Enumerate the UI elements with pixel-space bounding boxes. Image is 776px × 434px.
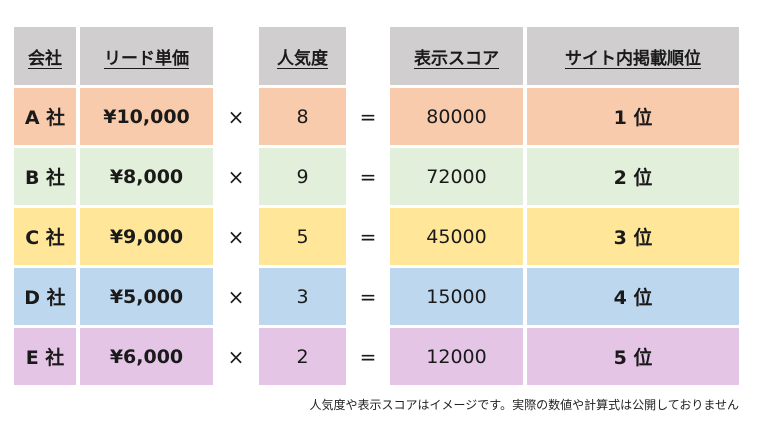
multiply-sign: ×	[227, 104, 245, 129]
header-popularity: 人気度	[259, 27, 346, 85]
rank-cell: 2 位	[527, 148, 739, 205]
lead-price-cell: ¥5,000	[80, 268, 213, 325]
equals-sign: =	[359, 344, 377, 369]
equals-sign: =	[359, 164, 377, 189]
company-cell: E 社	[14, 328, 76, 385]
popularity-cell: 9	[259, 148, 346, 205]
header-company: 会社	[14, 27, 76, 85]
popularity-cell: 5	[259, 208, 346, 265]
lead-price-cell: ¥10,000	[80, 88, 213, 145]
popularity-cell: 2	[259, 328, 346, 385]
rank-cell: 3 位	[527, 208, 739, 265]
display-score-cell: 72000	[390, 148, 523, 205]
rank-cell: 5 位	[527, 328, 739, 385]
multiply-sign: ×	[227, 164, 245, 189]
company-cell: B 社	[14, 148, 76, 205]
display-score-cell: 12000	[390, 328, 523, 385]
display-score-cell: 15000	[390, 268, 523, 325]
header-lead-price: リード単価	[80, 27, 213, 85]
company-cell: C 社	[14, 208, 76, 265]
popularity-cell: 3	[259, 268, 346, 325]
lead-price-cell: ¥8,000	[80, 148, 213, 205]
multiply-sign: ×	[227, 284, 245, 309]
rank-cell: 1 位	[527, 88, 739, 145]
multiply-sign: ×	[227, 224, 245, 249]
multiply-sign: ×	[227, 344, 245, 369]
equals-sign: =	[359, 284, 377, 309]
lead-price-cell: ¥6,000	[80, 328, 213, 385]
display-score-cell: 80000	[390, 88, 523, 145]
footnote: 人気度や表示スコアはイメージです。実際の数値や計算式は公開しておりません	[309, 398, 739, 412]
equals-sign: =	[359, 104, 377, 129]
header-display-score: 表示スコア	[390, 27, 523, 85]
popularity-cell: 8	[259, 88, 346, 145]
display-score-cell: 45000	[390, 208, 523, 265]
header-rank: サイト内掲載順位	[527, 27, 739, 85]
company-cell: D 社	[14, 268, 76, 325]
rank-cell: 4 位	[527, 268, 739, 325]
lead-price-cell: ¥9,000	[80, 208, 213, 265]
equals-sign: =	[359, 224, 377, 249]
company-cell: A 社	[14, 88, 76, 145]
